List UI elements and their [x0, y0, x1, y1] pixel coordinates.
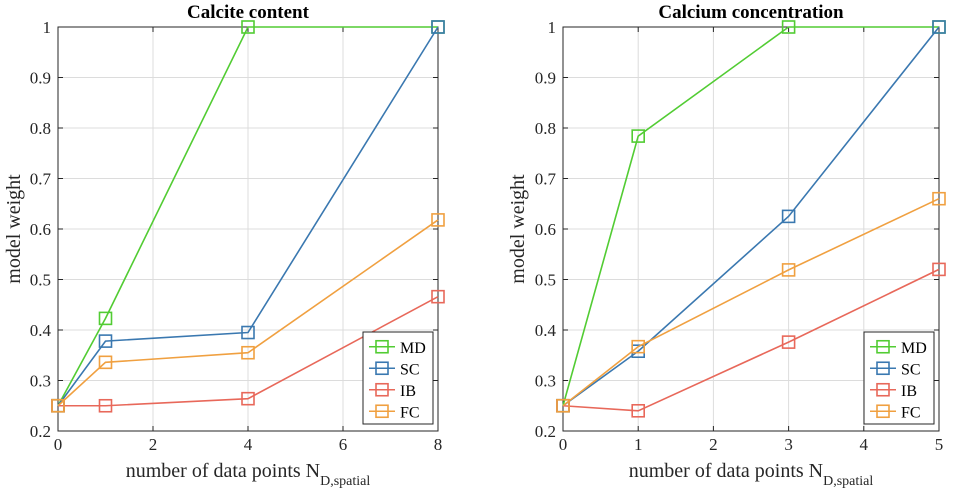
legend-entry-fc: FC — [369, 404, 420, 421]
x-axis-label-main: number of data points N — [629, 460, 823, 482]
x-axis-label-main: number of data points N — [126, 460, 320, 482]
data-point-fc — [51, 398, 65, 413]
y-tick-label: 0.2 — [535, 422, 556, 441]
data-point-fc — [241, 345, 255, 360]
legend: MD SC IB FC — [362, 331, 434, 425]
series-line-sc — [562, 26, 940, 407]
data-point-fc — [932, 191, 946, 206]
y-tick-label: 0.7 — [535, 170, 557, 189]
data-point-ib — [241, 391, 255, 406]
legend-swatch-marker — [876, 361, 890, 376]
y-axis-label: model weight — [3, 174, 25, 284]
y-tick-label: 0.4 — [30, 321, 52, 340]
legend-label: MD — [400, 340, 426, 357]
y-tick-label: 0.9 — [535, 69, 556, 88]
x-axis-label: number of data points ND,spatial — [126, 460, 371, 489]
data-point-sc — [781, 209, 796, 224]
data-point-sc — [241, 325, 255, 340]
data-point-ib — [631, 403, 646, 418]
data-point-ib — [932, 262, 946, 277]
x-tick-label: 0 — [559, 435, 568, 454]
data-point-fc — [431, 213, 445, 227]
data-point-fc — [781, 263, 796, 277]
x-tick-label: 3 — [784, 435, 793, 454]
legend-swatch-marker — [375, 339, 389, 354]
y-tick-label: 0.6 — [30, 220, 51, 239]
legend-label: IB — [901, 383, 917, 400]
legend-label: FC — [901, 404, 921, 421]
x-tick-label: 4 — [860, 435, 869, 454]
legend-swatch-marker — [876, 339, 890, 354]
x-tick-label: 8 — [434, 435, 443, 454]
x-tick-label: 4 — [244, 435, 253, 454]
chart-panel-2: 0 1 2 3 4 5 0.2 0.3 0.4 0.5 0.6 0.7 0.8 0.9 1 Calcium c… — [507, 2, 946, 489]
y-tick-label: 0.2 — [30, 422, 51, 441]
legend-label: SC — [400, 361, 420, 378]
legend-swatch-marker — [876, 382, 890, 397]
series-line-ib — [562, 268, 940, 412]
legend-entry-ib: IB — [369, 383, 416, 400]
legend-entry-md: MD — [870, 340, 927, 357]
chart-title: Calcite content — [187, 2, 310, 23]
y-tick-label: 0.7 — [30, 170, 52, 189]
legend-entry-md: MD — [369, 340, 426, 357]
legend-entry-ib: IB — [870, 383, 917, 400]
series-line-fc — [57, 219, 439, 407]
data-point-fc — [631, 339, 646, 354]
series-line-fc — [562, 197, 940, 407]
x-tick-label: 2 — [709, 435, 718, 454]
x-axis-label-subscript: D,spatial — [320, 474, 370, 489]
y-tick-label: 1 — [548, 18, 557, 37]
y-tick-label: 0.3 — [535, 372, 556, 391]
data-point-ib — [781, 335, 796, 349]
legend-label: MD — [901, 340, 927, 357]
data-point-ib — [98, 398, 113, 413]
x-axis-label-subscript: D,spatial — [823, 474, 873, 489]
x-tick-label: 2 — [149, 435, 158, 454]
y-axis-label: model weight — [507, 174, 529, 284]
legend-swatch-marker — [876, 404, 890, 419]
data-point-md — [631, 129, 646, 143]
data-point-fc — [98, 355, 113, 370]
y-tick-label: 0.9 — [30, 69, 51, 88]
y-tick-label: 0.4 — [535, 321, 557, 340]
y-tick-label: 1 — [43, 18, 52, 37]
legend-swatch-marker — [375, 404, 389, 419]
x-tick-label: 1 — [634, 435, 643, 454]
data-point-fc — [556, 398, 570, 413]
data-point-md — [98, 311, 113, 326]
x-axis-label: number of data points ND,spatial — [629, 460, 874, 489]
data-point-md — [781, 20, 796, 34]
data-point-ib — [431, 289, 445, 304]
data-point-md — [241, 20, 255, 34]
series-line-md — [57, 26, 438, 407]
legend-label: IB — [400, 383, 416, 400]
legend-swatch-marker — [375, 382, 389, 397]
x-tick-label: 5 — [935, 435, 944, 454]
data-point-sc — [932, 20, 946, 34]
y-tick-label: 0.5 — [535, 271, 556, 290]
y-tick-label: 0.8 — [535, 119, 556, 138]
y-tick-label: 0.8 — [30, 119, 51, 138]
legend-entry-fc: FC — [870, 404, 921, 421]
legend-entry-sc: SC — [870, 361, 921, 378]
chart-title: Calcium concentration — [658, 2, 844, 23]
y-tick-label: 0.5 — [30, 271, 51, 290]
chart-panel-1: 0 2 4 6 8 0.2 0.3 0.4 0.5 0.6 0.7 0.8 0.9 1 Calcite co… — [3, 2, 445, 489]
legend-swatch-marker — [375, 361, 389, 376]
series-line-md — [562, 26, 939, 406]
legend-label: FC — [400, 404, 420, 421]
x-tick-label: 0 — [54, 435, 63, 454]
legend-entry-sc: SC — [369, 361, 420, 378]
data-point-sc — [431, 20, 445, 34]
series-line-ib — [58, 295, 439, 407]
y-tick-label: 0.3 — [30, 372, 51, 391]
x-tick-label: 6 — [339, 435, 348, 454]
legend: MD SC IB FC — [863, 331, 935, 425]
legend-label: SC — [901, 361, 921, 378]
y-tick-label: 0.6 — [535, 220, 556, 239]
series-line-sc — [57, 26, 439, 407]
data-point-sc — [98, 334, 113, 348]
